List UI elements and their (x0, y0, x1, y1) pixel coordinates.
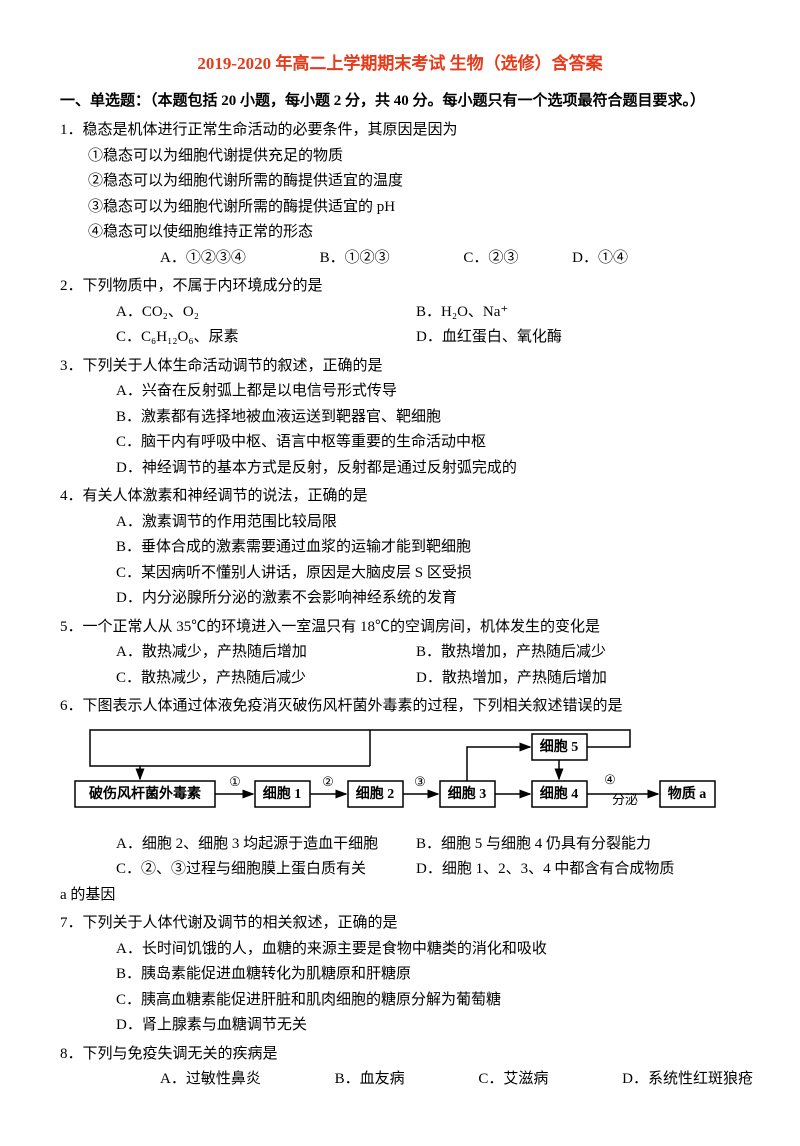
q7-opt-c: C．胰高血糖素能促进肝脏和肌肉细胞的糖原分解为葡萄糖 (60, 988, 740, 1014)
question-1: 1．稳态是机体进行正常生命活动的必要条件，其原因是因为 ①稳态可以为细胞代谢提供… (60, 118, 740, 271)
q1-opt-d: D．①④ (572, 246, 628, 272)
immunity-diagram: 破伤风杆菌外毒素 细胞 1 细胞 2 细胞 3 细胞 4 细胞 5 物质 a ①… (60, 726, 740, 826)
q3-stem: 3．下列关于人体生命活动调节的叙述，正确的是 (60, 354, 740, 380)
diag-e1: ① (229, 774, 241, 789)
q4-opt-a: A．激素调节的作用范围比较局限 (60, 510, 740, 536)
q3-opt-c: C．脑干内有呼吸中枢、语言中枢等重要的生命活动中枢 (60, 430, 740, 456)
question-8: 8．下列与免疫失调无关的疾病是 A．过敏性鼻炎 B．血友病 C．艾滋病 D．系统… (60, 1042, 740, 1093)
diag-e4: ④ (604, 772, 616, 787)
diag-node4: 细胞 3 (448, 785, 487, 802)
q8-opt-b: B．血友病 (335, 1067, 405, 1093)
q1-opt-b: B．①②③ (320, 246, 390, 272)
q7-opt-d: D．肾上腺素与血糖调节无关 (60, 1013, 740, 1039)
q3-opt-d: D．神经调节的基本方式是反射，反射都是通过反射弧完成的 (60, 456, 740, 482)
question-6: 6．下图表示人体通过体液免疫消灭破伤风杆菌外毒素的过程，下列相关叙述错误的是 破… (60, 694, 740, 908)
q3-opt-b: B．激素都有选择地被血液运送到靶器官、靶细胞 (60, 405, 740, 431)
q3-opt-a: A．兴奋在反射弧上都是以电信号形式传导 (60, 379, 740, 405)
q1-opt-c: C．②③ (463, 246, 518, 272)
diag-e2: ② (322, 774, 334, 789)
q1-s2: ②稳态可以为细胞代谢所需的酶提供适宜的温度 (60, 169, 740, 195)
q6-opt-a: A．细胞 2、细胞 3 均起源于造血干细胞 (116, 832, 416, 858)
q2-opt-c: C．C₆H₁₂O₆、尿素 (116, 325, 416, 351)
q6-opt-b: B．细胞 5 与细胞 4 仍具有分裂能力 (416, 832, 716, 858)
q8-opt-d: D．系统性红斑狼疮 (622, 1067, 753, 1093)
q8-options: A．过敏性鼻炎 B．血友病 C．艾滋病 D．系统性红斑狼疮 (60, 1067, 740, 1093)
q6-opt-c: C．②、③过程与细胞膜上蛋白质有关 (116, 857, 416, 883)
q7-opt-b: B．胰岛素能促进血糖转化为肌糖原和肝糖原 (60, 962, 740, 988)
q1-s4: ④稳态可以使细胞维持正常的形态 (60, 220, 740, 246)
q2-opt-d: D．血红蛋白、氧化酶 (416, 325, 716, 351)
q6-stem: 6．下图表示人体通过体液免疫消灭破伤风杆菌外毒素的过程，下列相关叙述错误的是 (60, 694, 740, 720)
q1-s3: ③稳态可以为细胞代谢所需的酶提供适宜的 pH (60, 195, 740, 221)
q1-opt-a: A．①②③④ (160, 246, 246, 272)
exam-title: 2019-2020 年高二上学期期末考试 生物（选修）含答案 (60, 50, 740, 79)
question-3: 3．下列关于人体生命活动调节的叙述，正确的是 A．兴奋在反射弧上都是以电信号形式… (60, 354, 740, 482)
q4-opt-b: B．垂体合成的激素需要通过血浆的运输才能到靶细胞 (60, 535, 740, 561)
q1-options: A．①②③④ B．①②③ C．②③ D．①④ (60, 246, 740, 272)
q5-stem: 5．一个正常人从 35℃的环境进入一室温只有 18℃的空调房间，机体发生的变化是 (60, 615, 740, 641)
question-4: 4．有关人体激素和神经调节的说法，正确的是 A．激素调节的作用范围比较局限 B．… (60, 484, 740, 612)
diag-e3: ③ (414, 774, 426, 789)
diag-node7: 物质 a (668, 785, 707, 802)
q2-opt-a: A．CO₂、O₂ (116, 300, 416, 326)
diag-secrete: 分泌 (612, 792, 638, 807)
q8-opt-a: A．过敏性鼻炎 (160, 1067, 261, 1093)
diag-node3: 细胞 2 (356, 785, 395, 802)
q5-opt-a: A．散热减少，产热随后增加 (116, 640, 416, 666)
q4-opt-c: C．某因病听不懂别人讲话，原因是大脑皮层 S 区受损 (60, 561, 740, 587)
q7-opt-a: A．长时间饥饿的人，血糖的来源主要是食物中糖类的消化和吸收 (60, 937, 740, 963)
diag-node5: 细胞 4 (540, 785, 579, 802)
q5-opt-c: C．散热减少，产热随后减少 (116, 666, 416, 692)
q4-opt-d: D．内分泌腺所分泌的激素不会影响神经系统的发育 (60, 586, 740, 612)
q8-opt-c: C．艾滋病 (478, 1067, 548, 1093)
q8-stem: 8．下列与免疫失调无关的疾病是 (60, 1042, 740, 1068)
q1-s1: ①稳态可以为细胞代谢提供充足的物质 (60, 144, 740, 170)
section-header: 一、单选题：（本题包括 20 小题，每小题 2 分，共 40 分。每小题只有一个… (60, 89, 740, 115)
question-2: 2．下列物质中，不属于内环境成分的是 A．CO₂、O₂ B．H₂O、Na⁺ C．… (60, 274, 740, 351)
diag-node1: 破伤风杆菌外毒素 (89, 785, 201, 802)
question-5: 5．一个正常人从 35℃的环境进入一室温只有 18℃的空调房间，机体发生的变化是… (60, 615, 740, 692)
diag-node2: 细胞 1 (263, 785, 302, 802)
diag-node6: 细胞 5 (540, 738, 579, 755)
q6-tail: a 的基因 (60, 883, 740, 909)
q1-stem: 1．稳态是机体进行正常生命活动的必要条件，其原因是因为 (60, 118, 740, 144)
q4-stem: 4．有关人体激素和神经调节的说法，正确的是 (60, 484, 740, 510)
question-7: 7．下列关于人体代谢及调节的相关叙述，正确的是 A．长时间饥饿的人，血糖的来源主… (60, 911, 740, 1039)
q5-opt-b: B．散热增加，产热随后减少 (416, 640, 716, 666)
q2-stem: 2．下列物质中，不属于内环境成分的是 (60, 274, 740, 300)
q5-opt-d: D．散热增加，产热随后增加 (416, 666, 716, 692)
q2-opt-b: B．H₂O、Na⁺ (416, 300, 716, 326)
q6-opt-d: D．细胞 1、2、3、4 中都含有合成物质 (416, 857, 716, 883)
q7-stem: 7．下列关于人体代谢及调节的相关叙述，正确的是 (60, 911, 740, 937)
